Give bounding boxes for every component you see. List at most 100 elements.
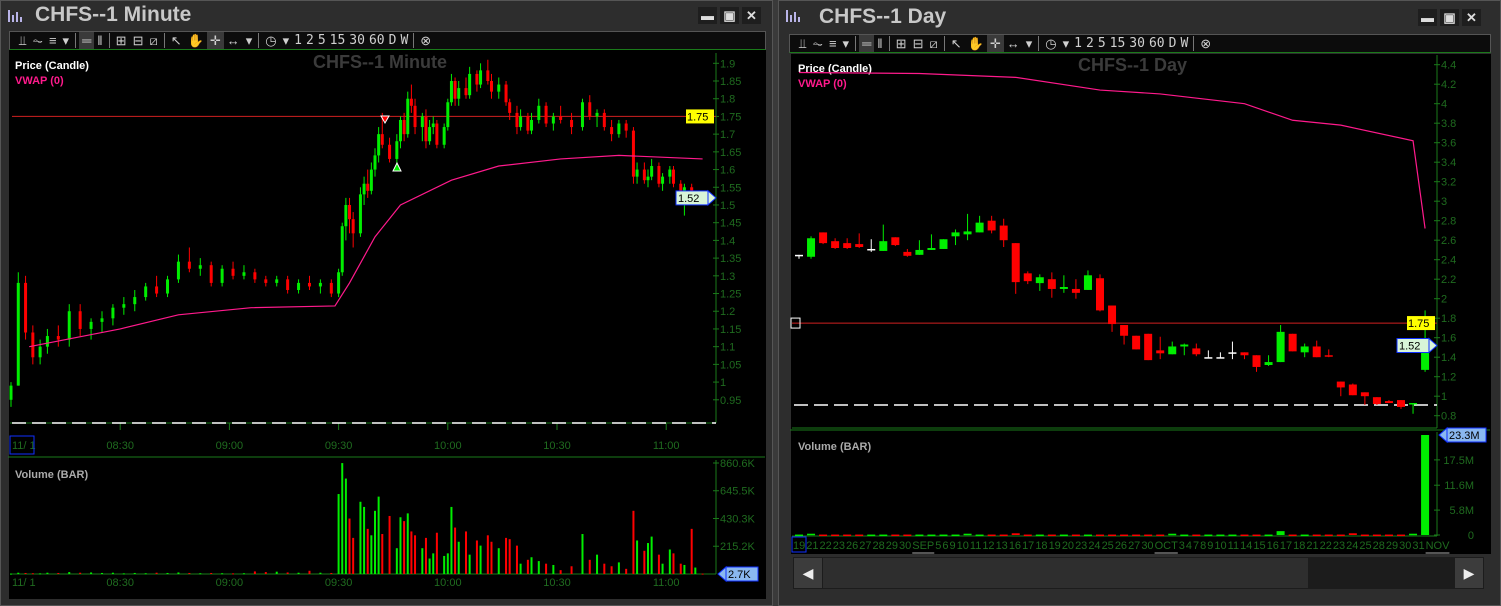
volume-bar — [1409, 533, 1418, 536]
interval-button-2[interactable]: 2 — [305, 33, 314, 48]
interval-button-1[interactable]: 1 — [1074, 36, 1082, 51]
scroll-right-button[interactable]: ▶ — [1455, 558, 1483, 588]
vertical-lines-icon[interactable]: ‖ — [97, 33, 103, 48]
buy-marker-icon — [392, 161, 402, 172]
dropdown-icon[interactable]: ▾ — [245, 33, 253, 48]
cancel-icon[interactable]: ⊗ — [420, 33, 432, 48]
volume-bar — [903, 534, 912, 537]
candle-body — [1372, 397, 1381, 404]
price-tick-label: 1.6 — [1441, 333, 1456, 345]
volume-bar — [1276, 531, 1285, 535]
interval-button-15[interactable]: 15 — [1109, 36, 1126, 51]
date-label: 11/ 1 — [12, 440, 36, 452]
interval-button-w[interactable]: W — [400, 33, 409, 48]
volume-bar — [319, 572, 322, 574]
pointer-icon[interactable]: ↖ — [950, 36, 962, 51]
dropdown-icon[interactable]: ▾ — [1062, 36, 1070, 51]
chart-watermark: CHFS--1 Day — [1078, 55, 1188, 75]
zoom-out-icon[interactable]: ⊟ — [132, 33, 144, 48]
minimize-button[interactable]: ▬ — [698, 7, 717, 24]
study-icon[interactable]: ≡ — [48, 33, 57, 48]
toolbar-separator — [888, 36, 890, 51]
title-bar[interactable]: CHFS--1 Day ▬ ▣ ✕ — [779, 1, 1500, 29]
interval-button-d[interactable]: D — [1168, 36, 1177, 51]
chart-app-icon — [785, 7, 801, 22]
scrollbar-track[interactable] — [823, 558, 1308, 588]
dropdown-icon[interactable]: ▾ — [842, 36, 850, 51]
date-marker — [791, 536, 807, 553]
volume-bar — [1397, 534, 1405, 537]
horizontal-lines-icon[interactable]: ═ — [859, 35, 875, 52]
volume-bar — [1132, 534, 1141, 537]
volume-bar — [166, 572, 169, 574]
candle-body — [286, 279, 290, 290]
title-bar[interactable]: CHFS--1 Minute ▬ ▣ ✕ — [1, 1, 772, 29]
hand-icon[interactable]: ✋ — [187, 33, 204, 48]
line-chart-icon[interactable]: ⏦ — [32, 33, 43, 48]
dropdown-icon[interactable]: ▾ — [282, 33, 290, 48]
toolbar-separator — [258, 33, 260, 48]
interval-button-2[interactable]: 2 — [1085, 36, 1094, 51]
volume-tick-label: 215.2K — [720, 541, 756, 553]
volume-bar — [341, 463, 344, 574]
candle-body — [843, 243, 852, 248]
vertical-lines-icon[interactable]: ‖ — [877, 36, 883, 51]
candle-chart-icon[interactable]: ⫫ — [19, 33, 27, 48]
volume-bar — [625, 568, 628, 574]
clock-icon[interactable]: ◷ — [1045, 36, 1057, 51]
candle-body — [1324, 355, 1333, 357]
chart-area[interactable] — [9, 50, 766, 599]
maximize-button[interactable]: ▣ — [720, 7, 739, 24]
volume-bar — [581, 534, 584, 574]
zoom-out-icon[interactable]: ⊟ — [912, 36, 924, 51]
interval-button-5[interactable]: 5 — [317, 33, 326, 48]
cancel-icon[interactable]: ⊗ — [1200, 36, 1212, 51]
interval-button-15[interactable]: 15 — [329, 33, 346, 48]
candle-body — [1384, 401, 1393, 404]
window-title: CHFS--1 Day — [819, 5, 947, 28]
date-tick-label: 23 — [1075, 540, 1087, 552]
hand-icon[interactable]: ✋ — [967, 36, 984, 51]
horizontal-scrollbar[interactable]: ◀ ▶ — [793, 557, 1484, 589]
volume-bar — [1240, 534, 1249, 537]
zoom-fit-icon[interactable]: ⧄ — [149, 33, 158, 48]
close-button[interactable]: ✕ — [1462, 9, 1481, 26]
clock-icon[interactable]: ◷ — [265, 33, 277, 48]
minimize-button[interactable]: ▬ — [1418, 9, 1437, 26]
measure-icon[interactable]: ↔ — [226, 33, 240, 48]
candle-chart-icon[interactable]: ⫫ — [799, 36, 807, 51]
price-tick-label: 1.5 — [720, 200, 735, 212]
interval-button-30[interactable]: 30 — [349, 33, 365, 48]
candle-body — [242, 272, 246, 276]
zoom-in-icon[interactable]: ⊞ — [115, 33, 127, 48]
last-volume-label-arrow — [717, 565, 727, 583]
dropdown-icon[interactable]: ▾ — [62, 33, 70, 48]
horizontal-lines-icon[interactable]: ═ — [79, 32, 95, 49]
interval-button-1[interactable]: 1 — [294, 33, 302, 48]
volume-bar — [987, 534, 996, 537]
interval-button-60[interactable]: 60 — [1148, 36, 1165, 51]
volume-bar — [446, 553, 449, 574]
close-button[interactable]: ✕ — [742, 7, 761, 24]
zoom-fit-icon[interactable]: ⧄ — [929, 36, 938, 51]
interval-button-w[interactable]: W — [1180, 36, 1189, 51]
crosshair-icon[interactable]: ✛ — [206, 32, 224, 49]
scroll-left-button[interactable]: ◀ — [794, 558, 822, 588]
chart-area[interactable] — [791, 54, 1491, 554]
price-series-label: Price (Candle) — [798, 63, 872, 75]
zoom-in-icon[interactable]: ⊞ — [895, 36, 907, 51]
measure-icon[interactable]: ↔ — [1006, 36, 1020, 51]
study-icon[interactable]: ≡ — [828, 36, 837, 51]
pointer-icon[interactable]: ↖ — [170, 33, 182, 48]
interval-button-60[interactable]: 60 — [368, 33, 385, 48]
line-chart-icon[interactable]: ⏦ — [812, 36, 823, 51]
dropdown-icon[interactable]: ▾ — [1025, 36, 1033, 51]
interval-button-5[interactable]: 5 — [1097, 36, 1106, 51]
interval-button-30[interactable]: 30 — [1129, 36, 1145, 51]
candle-body — [380, 134, 384, 145]
crosshair-icon[interactable]: ✛ — [986, 35, 1004, 52]
date-tick-label: 16 — [1009, 540, 1021, 552]
maximize-button[interactable]: ▣ — [1440, 9, 1459, 26]
interval-button-d[interactable]: D — [388, 33, 397, 48]
candle-body — [879, 241, 888, 251]
